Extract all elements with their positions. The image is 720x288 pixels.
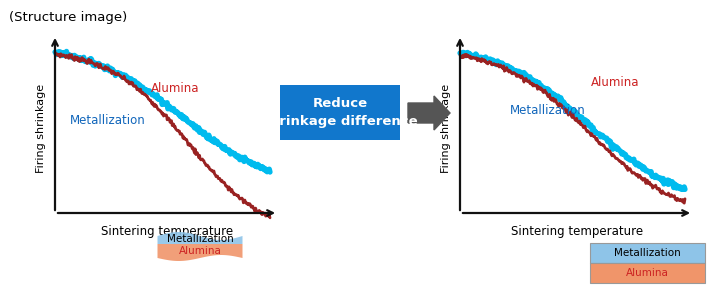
Text: Alumina: Alumina bbox=[179, 246, 222, 256]
Text: (Structure image): (Structure image) bbox=[9, 12, 127, 24]
Text: Metallization: Metallization bbox=[614, 248, 681, 258]
Text: Metallization: Metallization bbox=[70, 113, 146, 126]
Text: Metallization: Metallization bbox=[510, 103, 586, 117]
Text: Sintering temperature: Sintering temperature bbox=[102, 225, 233, 238]
Text: Sintering temperature: Sintering temperature bbox=[511, 225, 644, 238]
Text: Firing shrinkage: Firing shrinkage bbox=[36, 84, 46, 173]
Text: Reduce
shrinkage difference: Reduce shrinkage difference bbox=[262, 97, 418, 128]
Text: Alumina: Alumina bbox=[590, 77, 639, 90]
FancyBboxPatch shape bbox=[590, 243, 705, 263]
FancyBboxPatch shape bbox=[590, 263, 705, 283]
Text: Metallization: Metallization bbox=[166, 234, 233, 244]
Text: Alumina: Alumina bbox=[150, 82, 199, 94]
Polygon shape bbox=[158, 244, 243, 261]
FancyArrow shape bbox=[408, 96, 450, 130]
Polygon shape bbox=[158, 232, 243, 244]
Text: Alumina: Alumina bbox=[626, 268, 669, 278]
FancyBboxPatch shape bbox=[280, 85, 400, 140]
Text: Firing shrinkage: Firing shrinkage bbox=[441, 84, 451, 173]
